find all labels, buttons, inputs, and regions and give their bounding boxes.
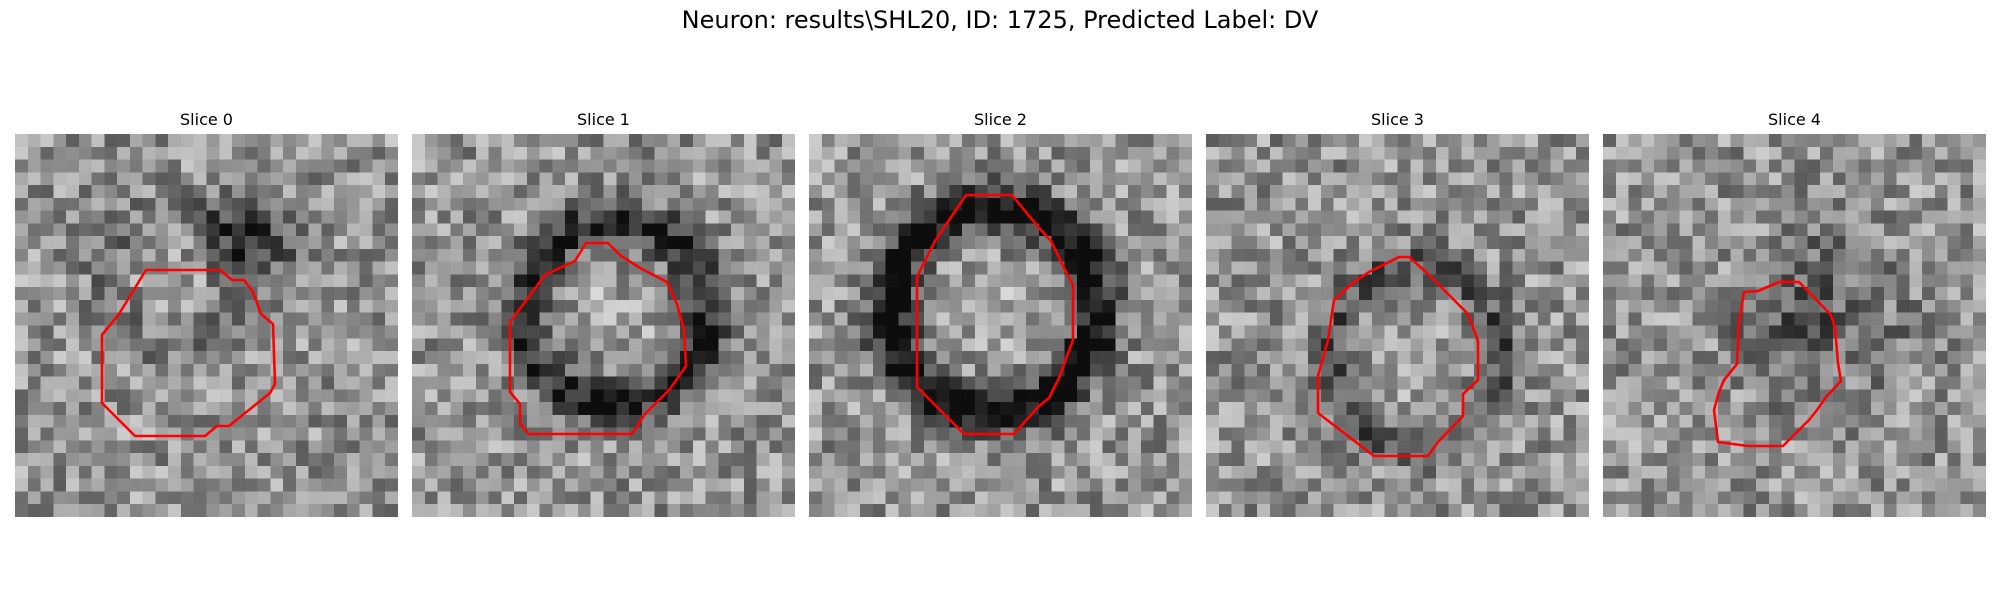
slice-image-2 bbox=[809, 134, 1192, 517]
slice-image-1 bbox=[412, 134, 795, 517]
roi-contour bbox=[915, 193, 1075, 436]
slice-image-4 bbox=[1603, 134, 1986, 517]
roi-contour bbox=[508, 241, 688, 436]
slice-pixels bbox=[1206, 134, 1589, 517]
slice-image-0 bbox=[15, 134, 398, 517]
roi-contour-svg bbox=[1712, 280, 1843, 448]
slice-title: Slice 0 bbox=[180, 110, 233, 129]
slice-panel-2: Slice 2 bbox=[809, 108, 1192, 517]
slice-panel-0: Slice 0 bbox=[15, 108, 398, 517]
roi-contour bbox=[100, 268, 277, 438]
figure-title: Neuron: results\SHL20, ID: 1725, Predict… bbox=[681, 6, 1319, 34]
roi-contour-svg bbox=[1316, 255, 1480, 458]
slice-title: Slice 2 bbox=[974, 110, 1027, 129]
slice-pixels bbox=[1603, 134, 1986, 517]
roi-contour-svg bbox=[915, 193, 1075, 436]
roi-contour bbox=[1316, 255, 1480, 458]
slice-image-3 bbox=[1206, 134, 1589, 517]
slice-title: Slice 1 bbox=[577, 110, 630, 129]
roi-contour bbox=[1712, 280, 1843, 448]
roi-contour-svg bbox=[508, 241, 688, 436]
slice-panel-3: Slice 3 bbox=[1206, 108, 1589, 517]
slice-title: Slice 4 bbox=[1768, 110, 1821, 129]
slice-pixels bbox=[15, 134, 398, 517]
slice-pixels bbox=[412, 134, 795, 517]
slice-panel-4: Slice 4 bbox=[1603, 108, 1986, 517]
slice-panel-1: Slice 1 bbox=[412, 108, 795, 517]
slice-pixels bbox=[809, 134, 1192, 517]
slice-title: Slice 3 bbox=[1371, 110, 1424, 129]
roi-contour-svg bbox=[100, 268, 277, 438]
